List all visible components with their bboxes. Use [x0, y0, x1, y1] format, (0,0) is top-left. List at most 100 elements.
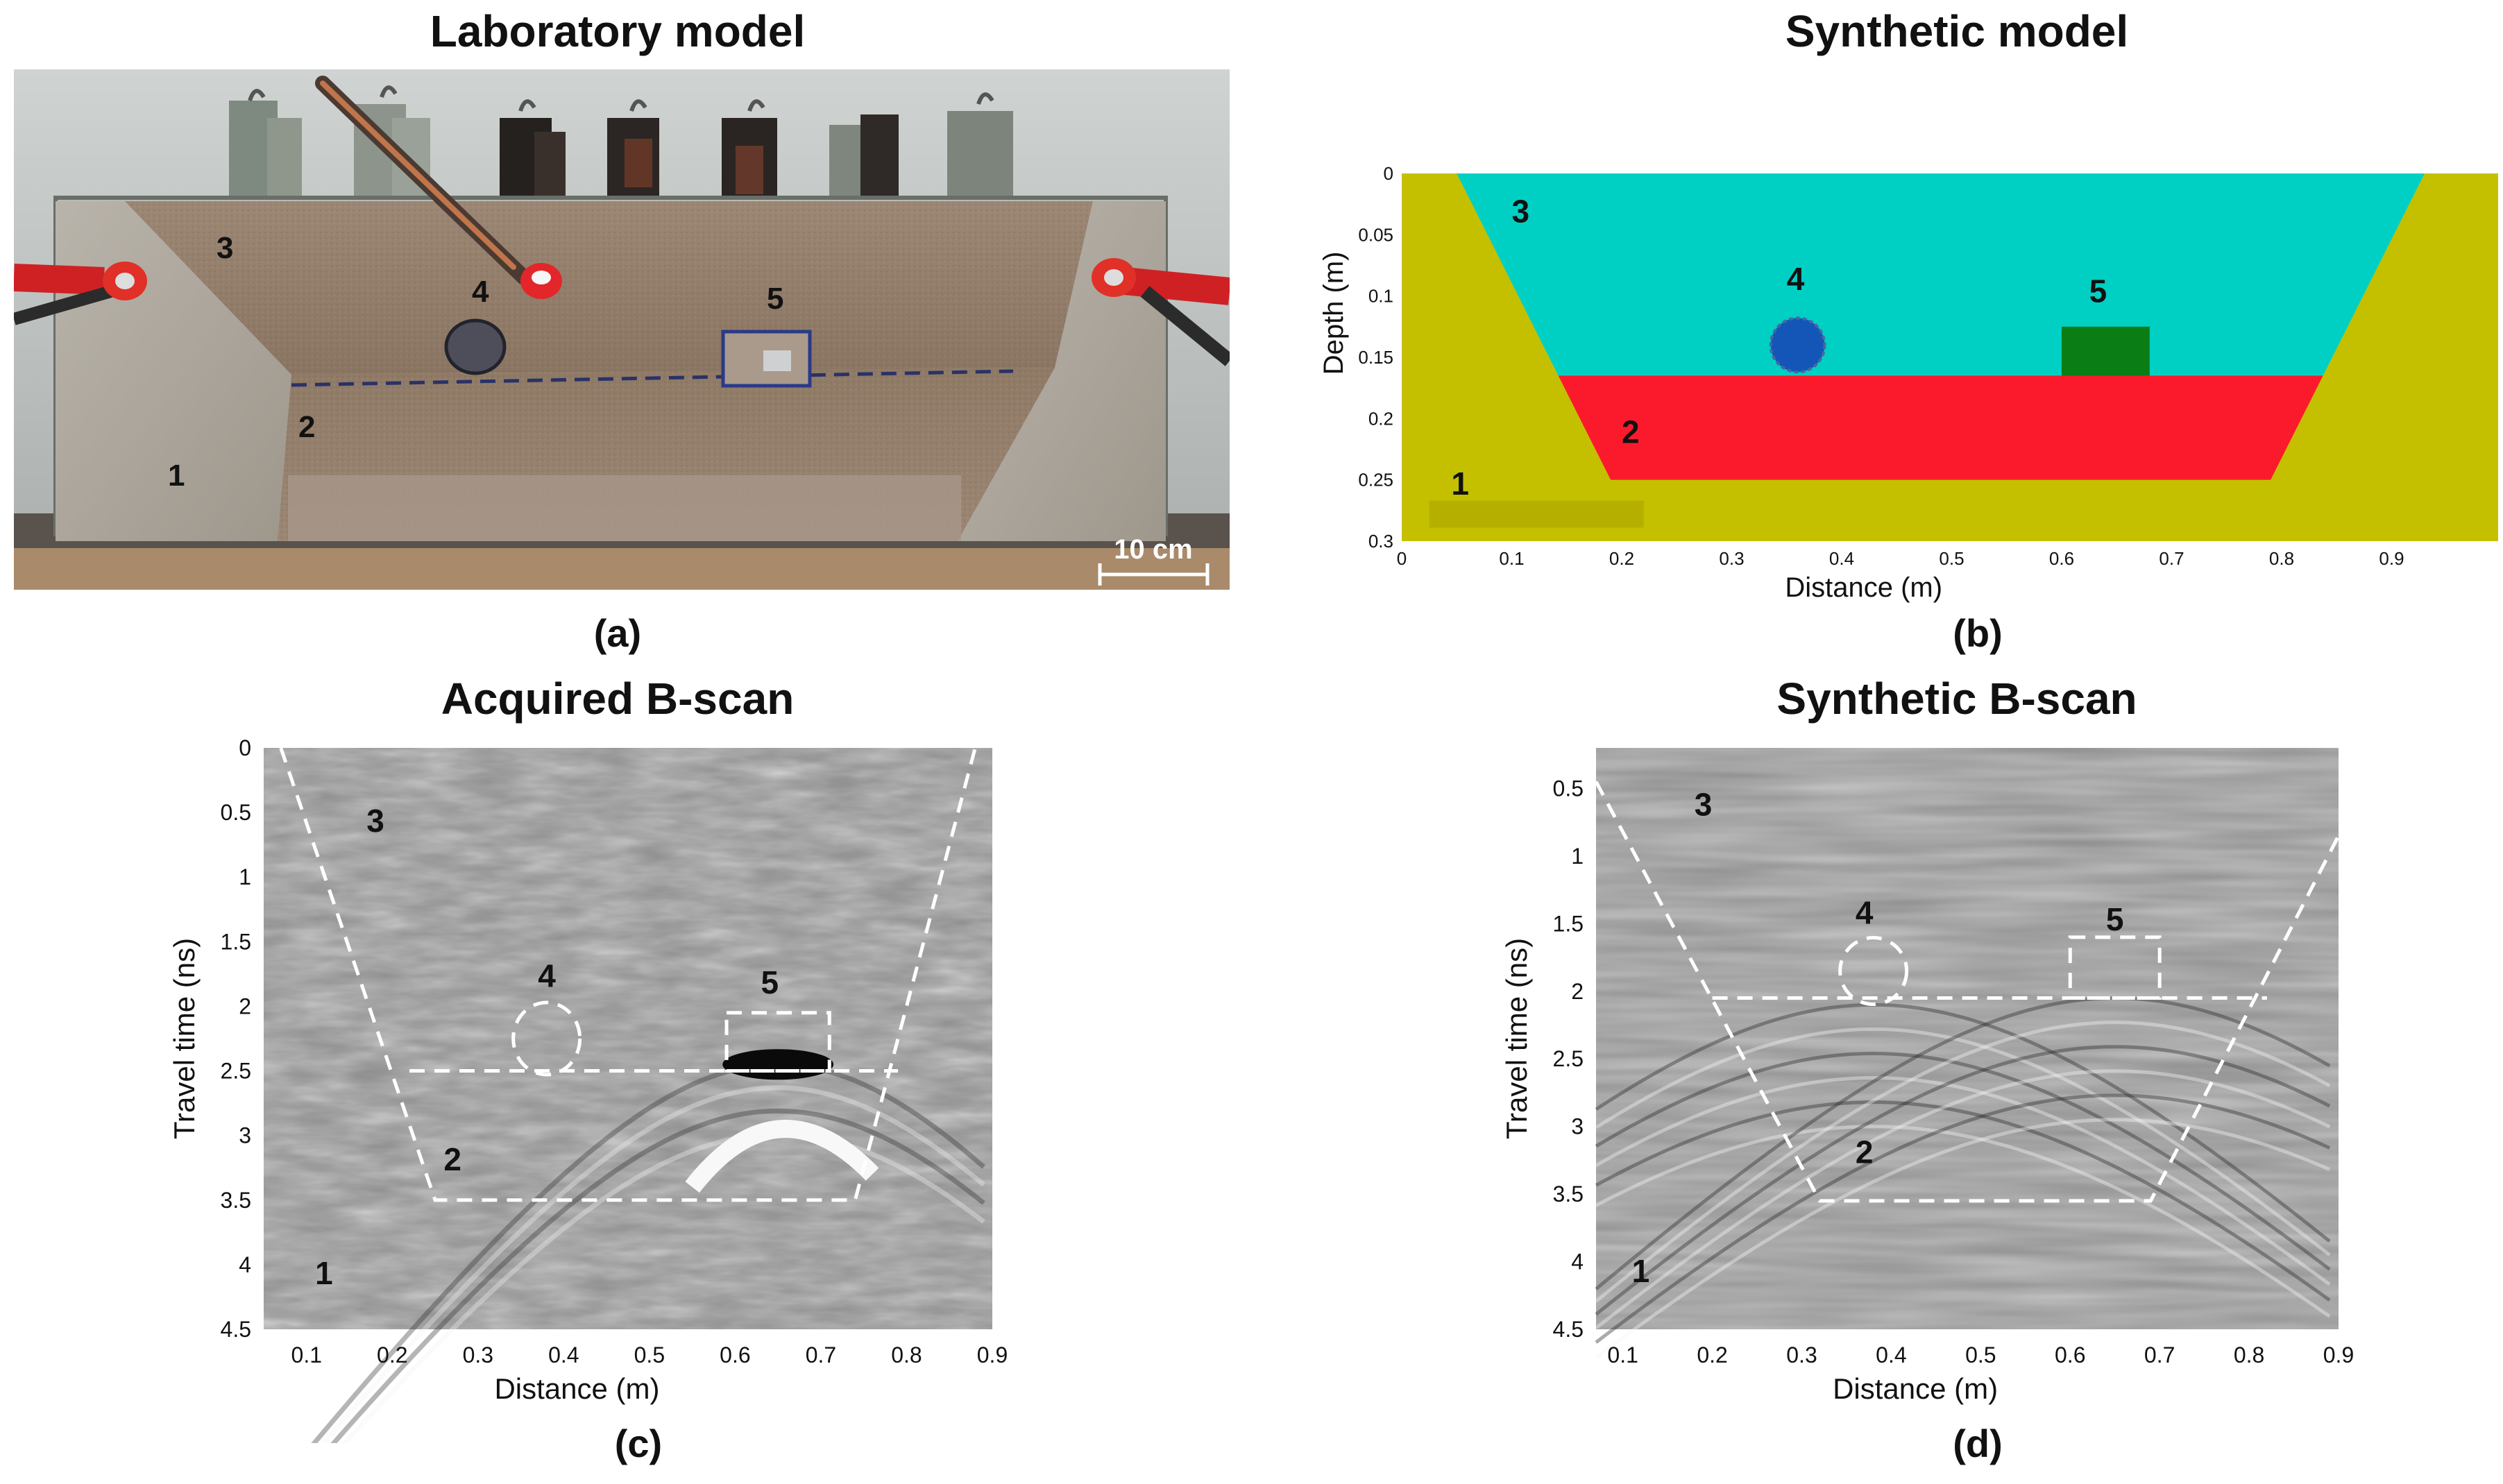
d-ytick-8: 4.5 — [1553, 1317, 1584, 1342]
laboratory-photo: 3 4 5 2 1 10 cm — [14, 69, 1230, 590]
d-ytick-3: 2 — [1571, 979, 1584, 1004]
d-ytick-4: 2.5 — [1553, 1046, 1584, 1071]
c-hyperbola-0-1 — [320, 1085, 985, 1443]
d-xtick-5: 0.6 — [2055, 1342, 2085, 1367]
laboratory-photo-drawing: 3 4 5 2 1 10 cm — [14, 69, 1230, 590]
layer-3-region — [1457, 173, 2425, 376]
bscan-c-label-3: 3 — [366, 803, 384, 839]
d-hyperbola-1-0 — [1595, 996, 2331, 1290]
c-xtick-2: 0.3 — [463, 1342, 493, 1367]
model-ytick-3: 0.15 — [1358, 347, 1393, 368]
lab-label-1: 1 — [168, 459, 185, 493]
d-ytick-6: 3.5 — [1553, 1182, 1584, 1206]
c-ytick-2: 1 — [239, 864, 251, 889]
d-bscan-noise — [1596, 748, 2339, 1329]
c-box-outline — [724, 1011, 831, 1073]
d-ytick-5: 3 — [1571, 1114, 1584, 1139]
c-ytick-3: 1.5 — [221, 929, 251, 954]
pipe-object — [1769, 316, 1826, 374]
c-ytick-5: 2.5 — [221, 1059, 251, 1084]
synthetic-bscan-ylabel: Travel time (ns) — [1500, 938, 1533, 1139]
acquired-bscan-image — [264, 747, 992, 1443]
bscan-d-label-3: 3 — [1695, 786, 1713, 822]
box-object — [2062, 326, 2150, 376]
bscan-c-label-2: 2 — [443, 1141, 461, 1177]
clamps — [14, 258, 1230, 366]
bscan-d-label-2: 2 — [1856, 1134, 1874, 1170]
model-xtick-9: 0.9 — [2379, 548, 2404, 569]
model-label-2: 2 — [1622, 414, 1640, 450]
model-xtick-1: 0.1 — [1499, 548, 1524, 569]
d-hyperbola-0-5 — [1595, 1125, 2331, 1318]
d-hyperbola-1-2 — [1595, 1045, 2331, 1316]
model-xtick-0: 0 — [1397, 548, 1407, 569]
model-xtick-4: 0.4 — [1829, 548, 1854, 569]
c-strong-reflection — [722, 1049, 834, 1080]
d-hyperbola-1-1 — [1595, 1021, 2331, 1303]
panel-b-letter: (b) — [1953, 611, 2003, 655]
model-xtick-2: 0.2 — [1609, 548, 1634, 569]
panel-a-letter: (a) — [593, 611, 642, 655]
model-ytick-1: 0.05 — [1358, 224, 1393, 245]
c-xtick-3: 0.4 — [548, 1342, 579, 1367]
bscan-c-label-5: 5 — [761, 964, 779, 1000]
model-xtick-7: 0.7 — [2159, 548, 2184, 569]
d-xtick-8: 0.9 — [2323, 1342, 2354, 1367]
c-xtick-5: 0.6 — [720, 1342, 750, 1367]
d-xtick-3: 0.4 — [1876, 1342, 1906, 1367]
model-ytick-6: 0.3 — [1368, 531, 1393, 552]
panel-c-title: Acquired B-scan — [441, 674, 795, 724]
d-trench-outline — [1594, 781, 2341, 1203]
panel-d-title: Synthetic B-scan — [1776, 674, 2137, 724]
bscan-d-label-4: 4 — [1856, 894, 1874, 930]
d-ytick-1: 1 — [1571, 844, 1584, 869]
scale-bar-label: 10 cm — [1114, 534, 1192, 565]
d-hyperbola-0-4 — [1595, 1100, 2331, 1302]
d-hyperbola-1-3 — [1595, 1069, 2331, 1330]
acquired-bscan-ticks: 0.1 0.2 0.3 0.4 0.5 0.6 0.7 0.8 0.9 0 0.5 1 1.5 2 2.5 3… — [221, 735, 1008, 1367]
d-xtick-7: 0.8 — [2234, 1342, 2264, 1367]
bscan-c-label-4: 4 — [538, 958, 556, 994]
c-ytick-1: 0.5 — [221, 800, 251, 825]
synthetic-model-ticks: 0 0.1 0.2 0.3 0.4 0.5 0.6 0.7 0.8 0.9 0 0.05 0.1 0.15… — [1358, 163, 2404, 569]
model-xtick-8: 0.8 — [2269, 548, 2294, 569]
model-ytick-2: 0.1 — [1368, 286, 1393, 307]
panel-a-title: Laboratory model — [430, 6, 806, 56]
bscan-d-label-1: 1 — [1632, 1253, 1650, 1289]
synthetic-model-area — [1402, 173, 2498, 541]
panel-b-title: Synthetic model — [1785, 6, 2129, 56]
d-xtick-1: 0.2 — [1697, 1342, 1727, 1367]
model-ytick-5: 0.25 — [1358, 470, 1393, 491]
synthetic-model-plot: 0 0.1 0.2 0.3 0.4 0.5 0.6 0.7 0.8 0.9 0 0.05 0.1 0.15… — [1318, 163, 2498, 603]
d-hyperbola-0-2 — [1595, 1051, 2331, 1271]
acquired-bscan-ylabel: Travel time (ns) — [168, 938, 201, 1139]
model-xtick-6: 0.6 — [2049, 548, 2074, 569]
model-ytick-0: 0 — [1384, 163, 1393, 184]
c-xtick-7: 0.8 — [891, 1342, 922, 1367]
lab-label-2: 2 — [298, 410, 315, 444]
label-1-shade — [1429, 500, 1644, 528]
c-xtick-6: 0.7 — [806, 1342, 836, 1367]
model-xtick-5: 0.5 — [1939, 548, 1964, 569]
lab-label-5: 5 — [767, 282, 783, 316]
c-pipe-outline — [511, 1000, 582, 1077]
d-ytick-7: 4 — [1571, 1250, 1584, 1274]
d-pipe-outline — [1838, 936, 1909, 1007]
c-ytick-6: 3 — [239, 1123, 251, 1148]
acquired-bscan-xlabel: Distance (m) — [494, 1372, 659, 1405]
scale-bar — [1098, 563, 1210, 586]
synthetic-model-xlabel: Distance (m) — [1785, 572, 1942, 603]
lab-label-4: 4 — [472, 275, 489, 309]
c-trench-outline — [279, 747, 977, 1202]
d-hyperbola-0-0 — [1595, 1003, 2331, 1243]
c-ytick-4: 2 — [239, 993, 251, 1018]
d-hyperbola-0-3 — [1595, 1076, 2331, 1286]
synthetic-bscan-ticks: 0.1 0.2 0.3 0.4 0.5 0.6 0.7 0.8 0.9 0.5 1 1.5 2 2.5 3 3… — [1553, 776, 2354, 1367]
d-xtick-4: 0.5 — [1965, 1342, 1996, 1367]
synthetic-model-ylabel: Depth (m) — [1318, 251, 1349, 375]
model-label-5: 5 — [2089, 273, 2107, 309]
bscan-c-label-1: 1 — [315, 1255, 333, 1291]
d-ytick-0: 0.5 — [1553, 776, 1584, 801]
c-xtick-0: 0.1 — [291, 1342, 322, 1367]
c-xtick-8: 0.9 — [977, 1342, 1008, 1367]
